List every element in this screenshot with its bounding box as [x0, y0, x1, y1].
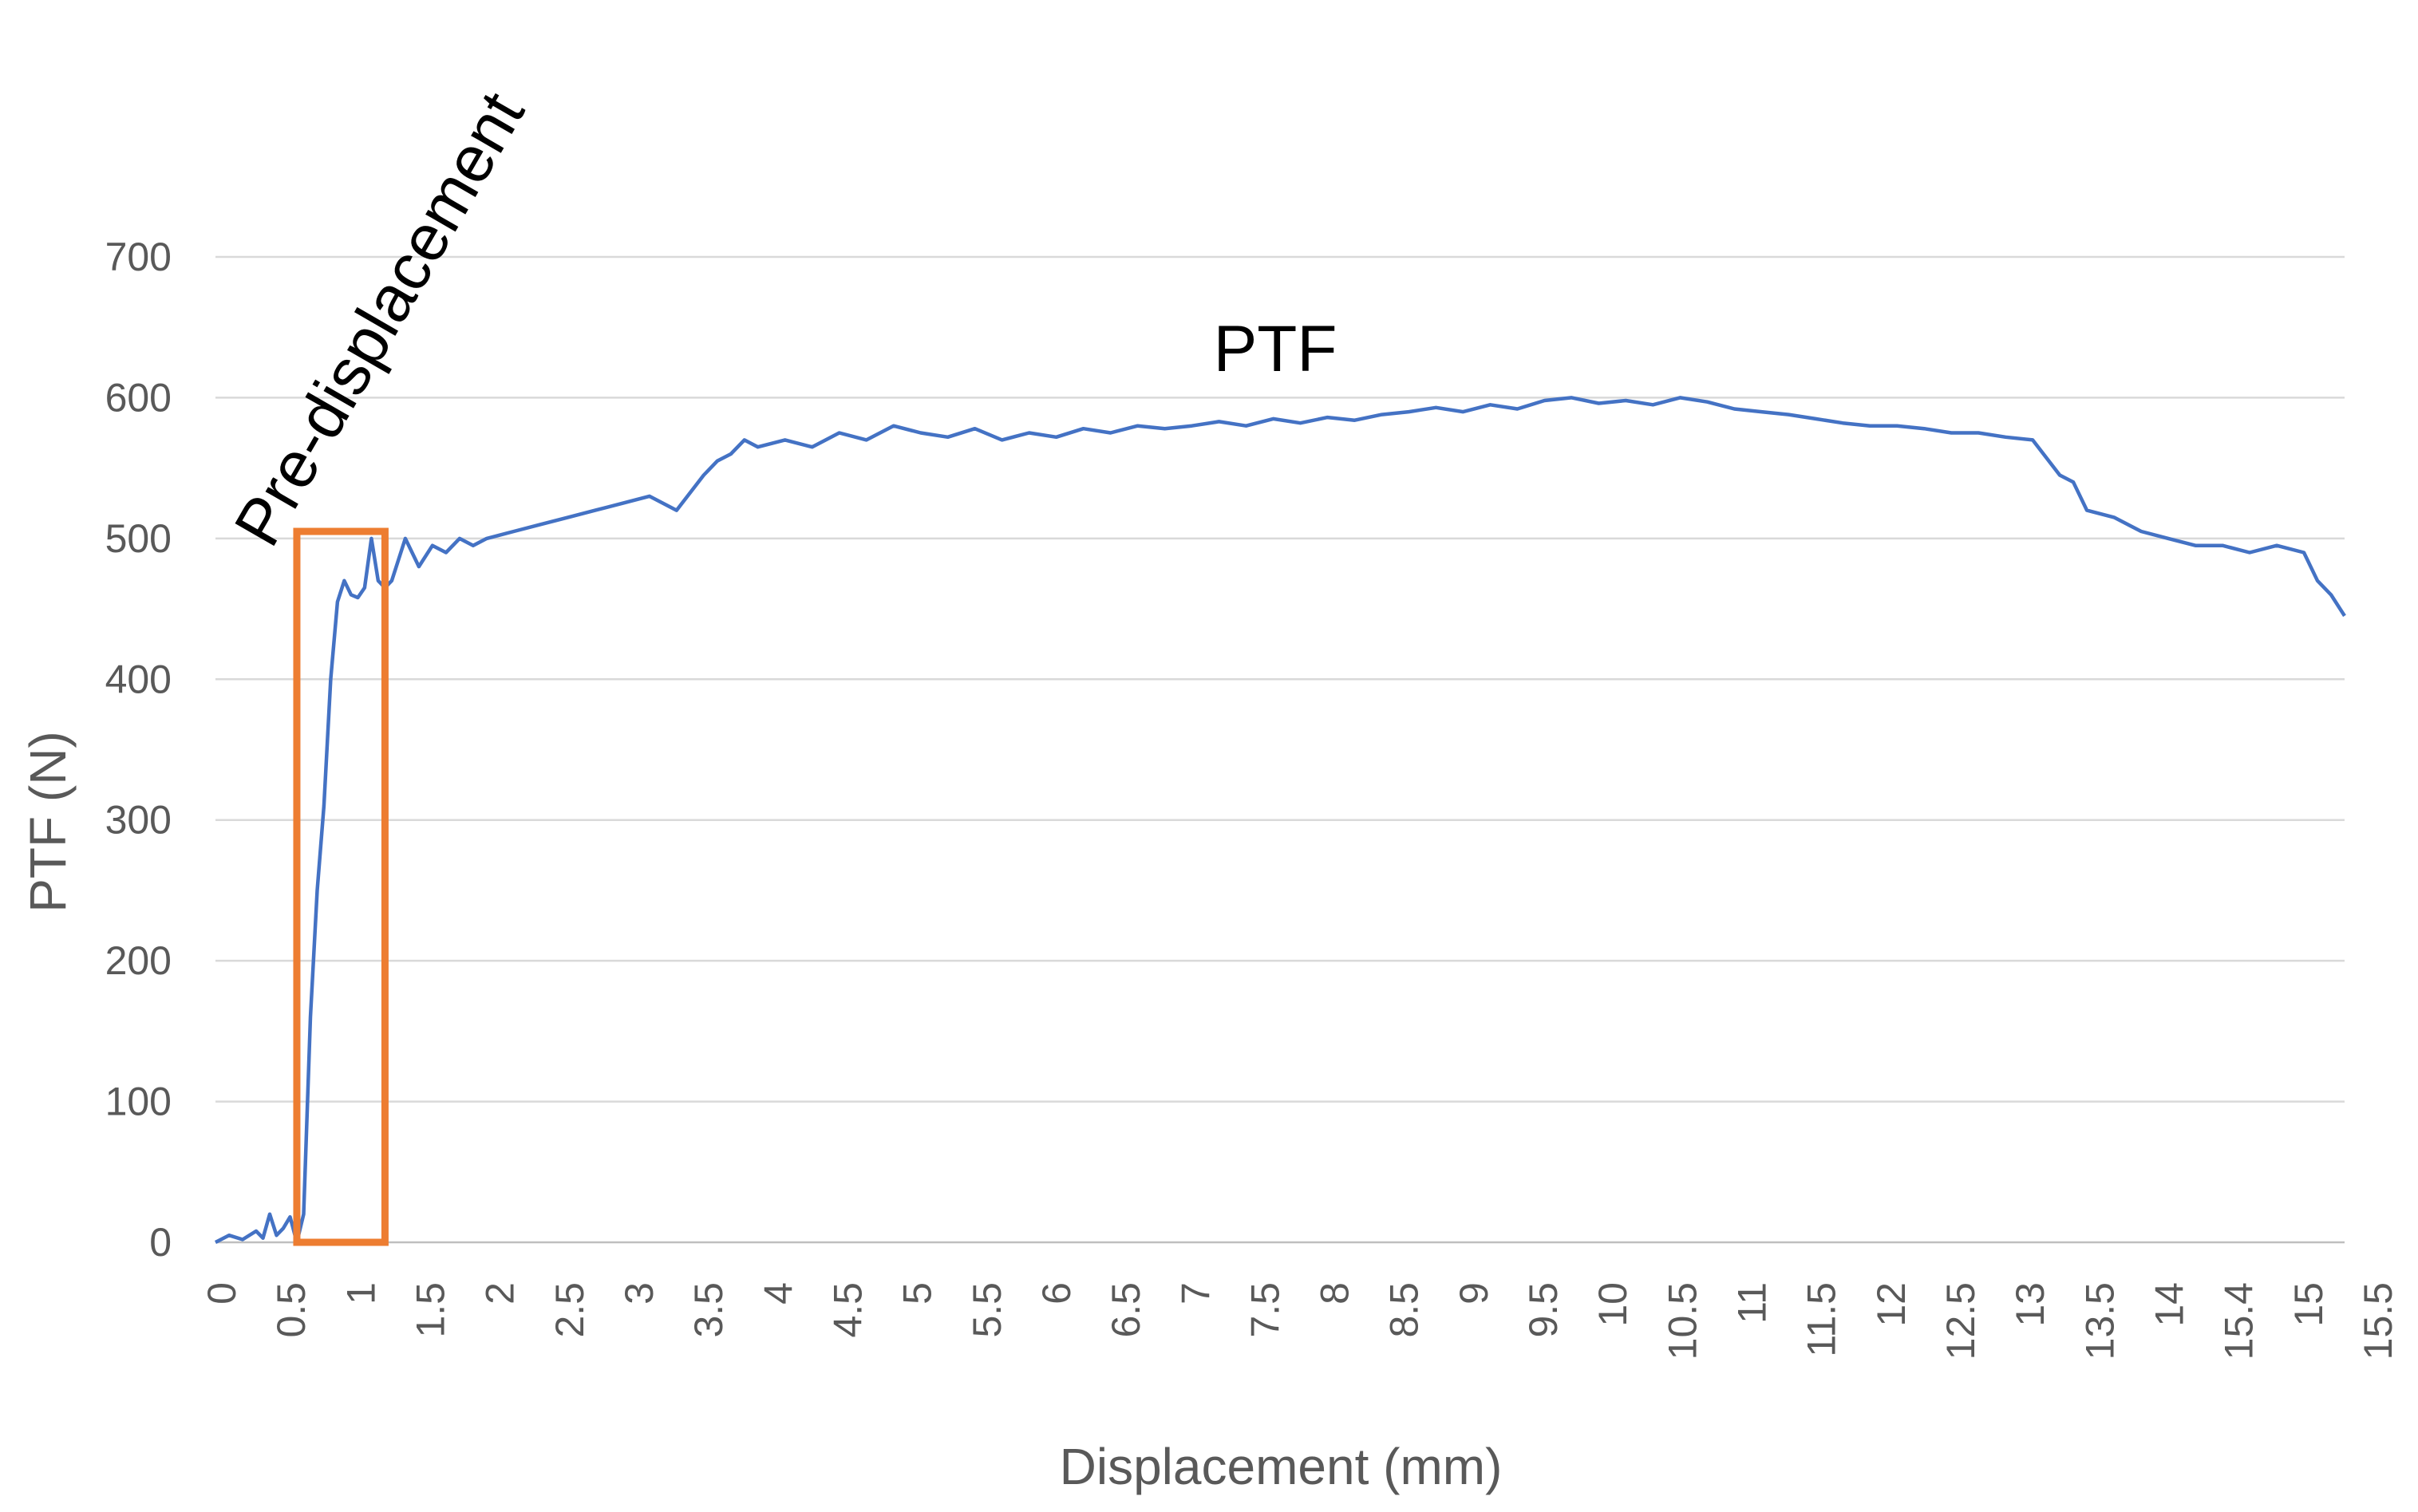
x-tick-label: 6: [1034, 1282, 1079, 1305]
x-tick-label: 7.5: [1243, 1282, 1287, 1338]
x-tick-label: 12.5: [1938, 1282, 1983, 1360]
x-tick-label: 9: [1452, 1282, 1496, 1305]
x-tick-label: 5: [895, 1282, 940, 1305]
x-tick-label: 11: [1730, 1282, 1775, 1324]
x-tick-label: 3.5: [686, 1282, 731, 1338]
x-tick-label: 0.5: [269, 1282, 314, 1338]
x-tick-label: 10.5: [1660, 1282, 1705, 1360]
x-tick-label: 3: [617, 1282, 662, 1305]
x-tick-label: 14: [2147, 1282, 2192, 1327]
x-tick-label: 5.5: [965, 1282, 1009, 1338]
x-tick-label: 1: [338, 1282, 383, 1305]
y-tick-label: 300: [105, 798, 172, 843]
x-tick-label: 4: [756, 1282, 800, 1305]
x-tick-label: 2: [478, 1282, 523, 1305]
y-tick-label: 400: [105, 657, 172, 701]
x-tick-label: 0: [200, 1282, 244, 1305]
series-line-ptf: [214, 396, 2346, 1245]
gridlines: [215, 255, 2345, 1244]
y-axis-ticks: 0 100 200 300 400 500 600 700: [105, 235, 172, 1265]
y-tick-label: 700: [105, 235, 172, 279]
x-axis-title: Displacement (mm): [1060, 1438, 1503, 1495]
x-tick-label: 2.5: [547, 1282, 592, 1338]
x-tick-label: 4.5: [825, 1282, 870, 1338]
y-tick-label: 500: [105, 516, 172, 561]
x-tick-label: 1.5: [408, 1282, 452, 1338]
y-tick-label: 600: [105, 375, 172, 420]
y-tick-label: 200: [105, 938, 172, 983]
x-tick-label: 13.5: [2077, 1282, 2122, 1360]
x-tick-label: 13: [2008, 1282, 2053, 1327]
ptf-label: PTF: [1214, 313, 1337, 385]
x-tick-label: 9.5: [1521, 1282, 1566, 1338]
x-tick-label: 7: [1173, 1282, 1218, 1305]
x-tick-label: 6.5: [1104, 1282, 1148, 1338]
x-tick-label: 8.5: [1382, 1282, 1427, 1338]
y-tick-label: 100: [105, 1080, 172, 1124]
y-axis-title: PTF (N): [19, 731, 77, 913]
series-group: [214, 396, 2346, 1245]
pre-displacement-highlight-box: [293, 527, 389, 1246]
x-tick-label: 15.5: [2356, 1282, 2400, 1360]
x-axis-ticks: 0 0.5 1 1.5 2 2.5 3 3.5 4 4.5 5 5.5 6 6.5 7 7.5 8 8.5 9 9.5…: [200, 1282, 2400, 1360]
pre-displacement-label: Pre-displacement: [221, 81, 539, 558]
x-tick-label: 10: [1590, 1282, 1635, 1327]
y-tick-label: 0: [149, 1220, 172, 1265]
x-tick-label: 11.5: [1800, 1282, 1844, 1357]
x-tick-label: 8: [1313, 1282, 1357, 1305]
x-tick-label: 12: [1869, 1282, 1914, 1327]
x-tick-label: 15: [2286, 1282, 2331, 1327]
highlight-group: [293, 527, 389, 1246]
x-tick-label: 15.4: [2217, 1282, 2262, 1360]
